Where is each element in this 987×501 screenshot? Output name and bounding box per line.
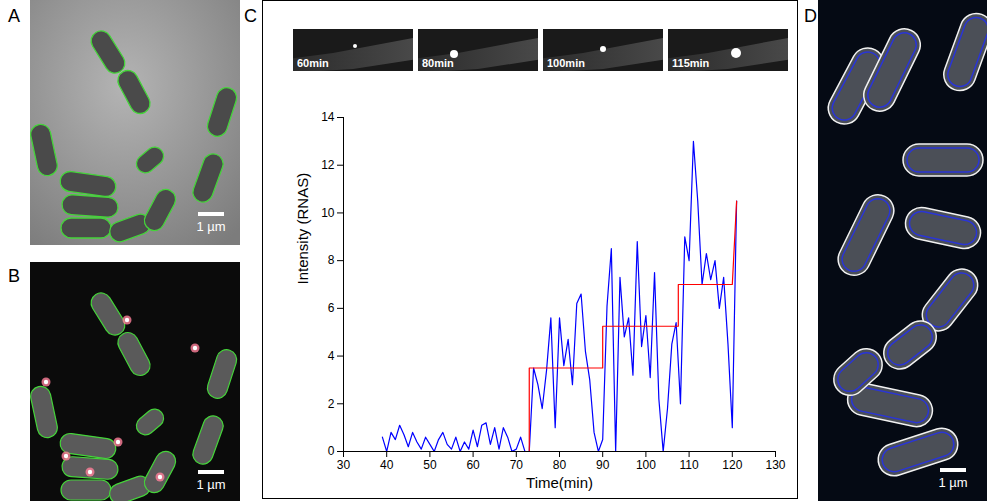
svg-text:10: 10	[321, 206, 335, 220]
svg-text:100: 100	[636, 458, 656, 472]
svg-text:60min: 60min	[297, 57, 329, 69]
svg-text:14: 14	[321, 110, 335, 124]
svg-text:130: 130	[765, 458, 785, 472]
svg-text:60: 60	[466, 458, 480, 472]
svg-text:80min: 80min	[422, 57, 454, 69]
svg-text:110: 110	[680, 458, 699, 472]
svg-text:6: 6	[328, 301, 335, 315]
svg-text:Intensity (RNAS): Intensity (RNAS)	[294, 173, 311, 285]
svg-text:8: 8	[328, 253, 335, 267]
svg-text:40: 40	[380, 458, 394, 472]
svg-text:80: 80	[553, 458, 567, 472]
svg-text:1 µm: 1 µm	[196, 219, 225, 234]
svg-text:12: 12	[321, 158, 335, 172]
svg-text:30: 30	[337, 458, 351, 472]
svg-text:70: 70	[510, 458, 524, 472]
svg-text:120: 120	[722, 458, 742, 472]
html-text:C: C	[244, 6, 257, 26]
svg-text:100min: 100min	[547, 57, 585, 69]
html-text:B: B	[8, 266, 20, 286]
svg-text:Time(min): Time(min)	[526, 474, 593, 491]
svg-text:1 µm: 1 µm	[938, 475, 967, 490]
svg-text:90: 90	[596, 458, 610, 472]
html-text:D: D	[804, 6, 817, 26]
svg-text:115min: 115min	[672, 57, 710, 69]
svg-text:4: 4	[328, 349, 335, 363]
svg-text:2: 2	[328, 397, 335, 411]
svg-text:50: 50	[423, 458, 437, 472]
svg-text:1 µm: 1 µm	[196, 477, 225, 492]
svg-text:0: 0	[328, 444, 335, 458]
html-text:A: A	[8, 6, 20, 26]
